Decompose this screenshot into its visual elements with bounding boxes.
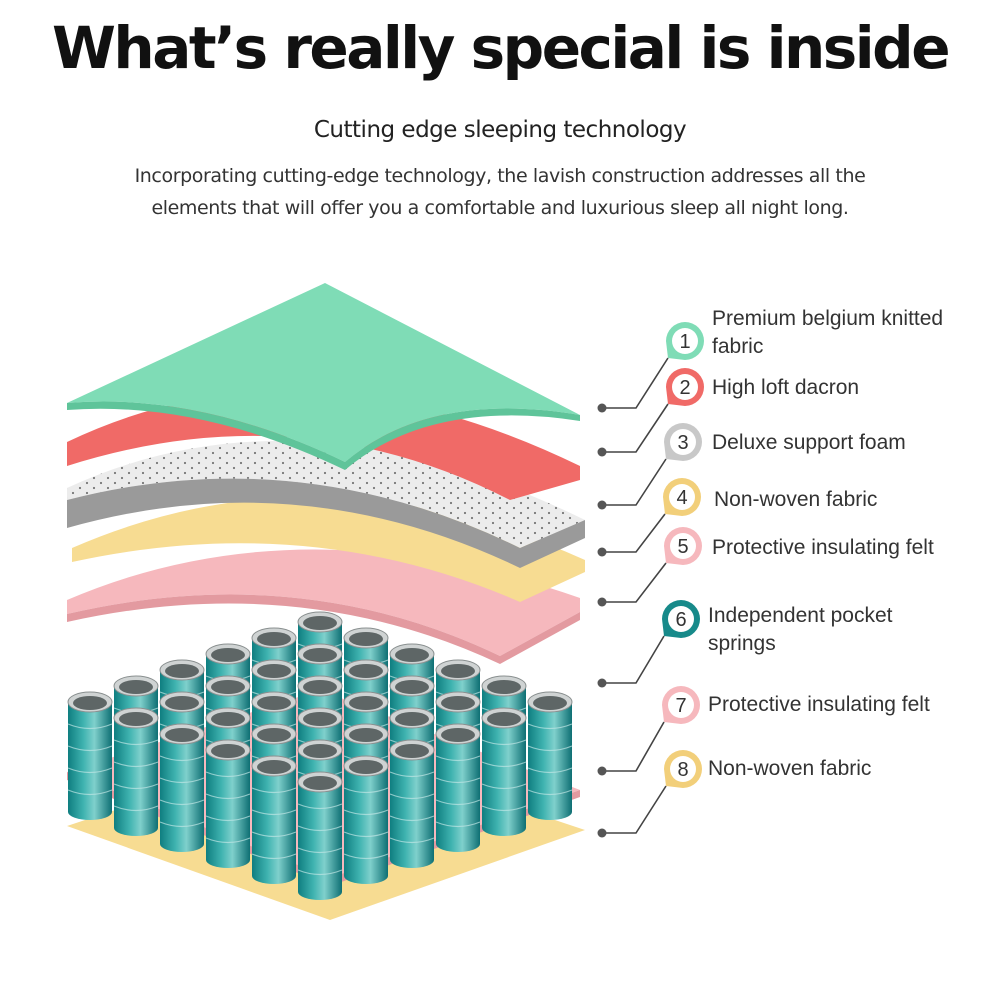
leader-dot (597, 597, 607, 607)
leader-line (602, 785, 667, 834)
pin-number: 6 (675, 609, 686, 631)
pocket-spring (113, 707, 159, 836)
leader-line (602, 562, 667, 603)
pocket-spring (159, 723, 205, 852)
layer-6-pocket-springs (67, 611, 573, 900)
pocket-spring (251, 755, 297, 884)
number-pin-6: 6 (662, 600, 700, 638)
pin-number: 8 (677, 759, 688, 781)
leader-line (602, 721, 665, 772)
leader-dot (597, 547, 607, 557)
leader-dot (597, 500, 607, 510)
layer-label-2: High loft dacron (712, 376, 860, 399)
number-pin-5: 5 (664, 527, 702, 565)
leader-dot (597, 766, 607, 776)
pin-number: 1 (679, 331, 690, 353)
layer-label-1: Premium belgium knitted fabric (712, 307, 944, 358)
pin-number: 3 (677, 432, 688, 454)
pin-number: 5 (677, 536, 688, 558)
subtitle: Cutting edge sleeping technology (313, 117, 687, 143)
pocket-spring (435, 723, 481, 852)
pocket-spring (343, 755, 389, 884)
pocket-spring (297, 771, 343, 900)
pocket-spring (205, 739, 251, 868)
leader-line (602, 403, 669, 453)
pocket-spring (481, 707, 527, 836)
pocket-spring (67, 691, 113, 820)
number-pin-2: 2 (666, 368, 704, 406)
pocket-spring (527, 691, 573, 820)
pin-number: 2 (679, 377, 690, 399)
description: Incorporating cutting-edge technology, t… (134, 165, 866, 219)
leader-line (602, 458, 667, 506)
number-pin-3: 3 (664, 423, 702, 461)
layer-label-6: Independent pocket springs (708, 604, 893, 655)
layer-label-5: Protective insulating felt (712, 536, 934, 559)
number-pin-4: 4 (663, 478, 701, 516)
layer-label-3: Deluxe support foam (712, 431, 906, 454)
leader-line (602, 357, 669, 409)
leader-dot (597, 678, 607, 688)
layer-label-4: Non-woven fabric (714, 488, 878, 511)
layer-label-8: Non-woven fabric (708, 757, 872, 780)
layer-label-7: Protective insulating felt (708, 693, 930, 716)
leader-line (602, 635, 665, 684)
leader-dot (597, 447, 607, 457)
leader-dot (597, 828, 607, 838)
pocket-spring (389, 739, 435, 868)
leader-dot (597, 403, 607, 413)
pin-number: 4 (676, 487, 687, 509)
layer-3-support-foam (67, 440, 585, 548)
number-pin-8: 8 (664, 750, 702, 788)
layer-1-knitted-fabric (67, 283, 580, 462)
page-title: What’s really special is inside (51, 14, 951, 82)
number-pin-7: 7 (662, 686, 700, 724)
leader-line (602, 513, 666, 553)
pin-number: 7 (675, 695, 686, 717)
number-pin-1: 1 (666, 322, 704, 360)
